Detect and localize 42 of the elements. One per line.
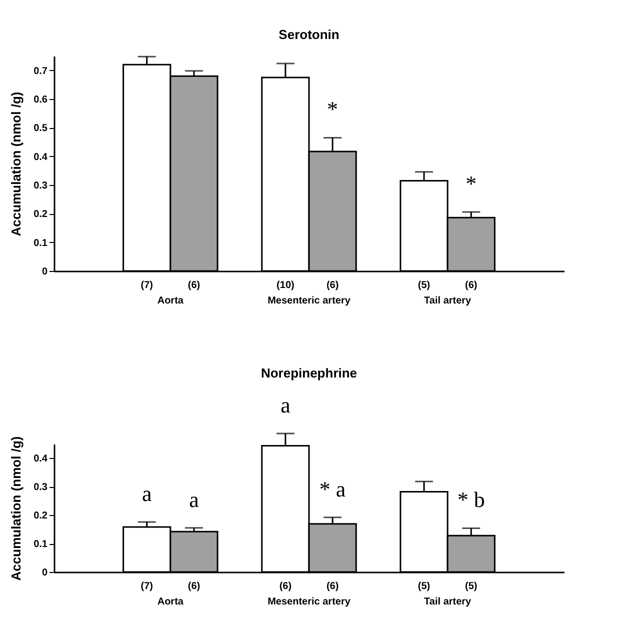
data-label: * <box>466 170 477 196</box>
y-tick-label: 0.2 <box>34 209 48 220</box>
y-axis-title: Accumulation (nmol /g) <box>8 436 24 581</box>
y-tick-label: 0 <box>42 568 48 578</box>
y-tick-label: 0.4 <box>34 152 48 163</box>
data-label: a <box>142 480 152 506</box>
x-tick-label: Mesenteric artery <box>268 596 351 608</box>
text: (5) <box>418 280 430 291</box>
y-tick-label: 0.7 <box>34 66 48 77</box>
y-tick-label: 0.5 <box>34 123 48 134</box>
x-tick-label: Mesenteric artery <box>268 296 351 306</box>
y-tick-label: 0.1 <box>34 238 48 249</box>
y-tick-label: 0.1 <box>34 539 48 550</box>
text: (5) <box>465 581 478 592</box>
data-label: * <box>327 96 338 122</box>
y-tick-label: 0.2 <box>34 510 48 522</box>
y-tick-label: 0.3 <box>34 180 48 192</box>
text: (6) <box>465 280 478 291</box>
text: (5) <box>418 581 430 592</box>
data-label: * b <box>457 487 485 512</box>
text: (6) <box>188 280 200 291</box>
y-tick-label: 0.6 <box>34 94 48 106</box>
x-tick-label: Aorta <box>157 596 184 608</box>
y-tick-label: 0.4 <box>34 454 48 465</box>
text: (7) <box>140 280 153 291</box>
x-tick-label: Tail artery <box>424 596 472 608</box>
y-axis-title: Accumulation (nmol /g) <box>8 92 24 236</box>
y-tick-label: 0.3 <box>34 482 48 494</box>
text: (6) <box>188 581 200 592</box>
text: (6) <box>326 280 339 291</box>
x-tick-label: Tail artery <box>424 296 472 306</box>
chart-title: Norepinephrine <box>260 365 358 380</box>
data-label: a <box>189 486 200 512</box>
data-label: * a <box>319 476 346 502</box>
chart-title: Serotonin <box>278 26 340 42</box>
text: (10) <box>276 280 294 291</box>
text: (6) <box>326 581 339 592</box>
text: (7) <box>140 581 153 592</box>
x-tick-label: Aorta <box>157 296 184 306</box>
data-label: a <box>280 392 291 418</box>
y-tick-label: 0 <box>42 266 48 278</box>
text: (6) <box>279 581 292 592</box>
